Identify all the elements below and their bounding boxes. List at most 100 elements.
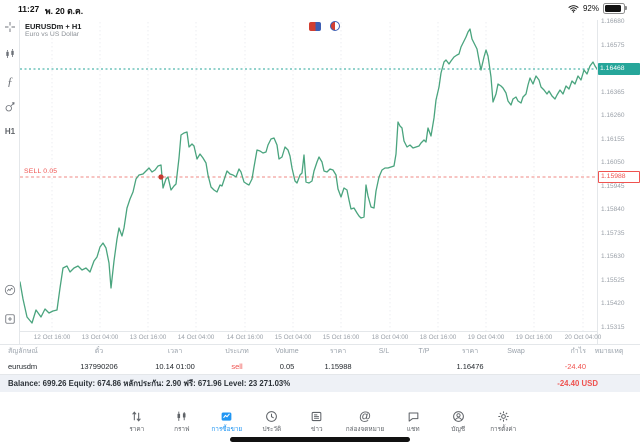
column-header: กำไร: [570, 348, 586, 355]
indicators-icon[interactable]: ƒ: [7, 74, 13, 88]
bottom-tab-bar: ราคา กราฟ การซื้อขาย ประวัติ ข่าว @ กล่องจดหมา…: [0, 404, 640, 438]
table-bottom-border: [0, 374, 640, 375]
sell-position-label[interactable]: SELL 0.05: [24, 168, 58, 175]
chat-icon: [407, 409, 420, 423]
sell-entry-marker: [158, 174, 164, 180]
account-summary-bar: Balance: 699.26 Equity: 674.86 หลักประกั…: [0, 375, 640, 392]
tab-trade[interactable]: การซื้อขาย: [211, 404, 243, 434]
tab-label: ข่าว: [311, 426, 323, 433]
time-tick: 19 Oct 16:00: [515, 334, 553, 341]
time-tick: 13 Oct 16:00: [129, 334, 167, 341]
crosshair-icon[interactable]: [3, 20, 17, 34]
tab-label: กล่องจดหมาย: [345, 426, 385, 433]
tab-mailbox[interactable]: @ กล่องจดหมาย: [346, 404, 384, 434]
tab-charts[interactable]: กราฟ: [166, 404, 198, 434]
price-tick: 1.15630: [601, 253, 625, 260]
total-profit: -24.40 USD: [557, 379, 598, 388]
chart-plot[interactable]: [20, 20, 598, 333]
tab-accounts[interactable]: บัญชี: [442, 404, 474, 434]
price-tick: 1.16155: [601, 135, 625, 143]
battery-percent: 92%: [582, 4, 599, 13]
battery-icon: [603, 3, 627, 14]
time-tick: 18 Oct 04:00: [371, 334, 409, 341]
time-tick: 19 Oct 04:00: [467, 334, 505, 341]
settings-icon: [497, 409, 510, 423]
timeframe-button[interactable]: H1: [4, 126, 16, 136]
position-price-tag[interactable]: 1.15988: [598, 171, 640, 183]
price-tick: 1.16260: [601, 112, 625, 119]
price-tick: 1.16050: [601, 159, 625, 166]
time-tick: 15 Oct 16:00: [322, 334, 360, 341]
price-tick: 1.15735: [601, 229, 625, 237]
column-header: หมายเหตุ: [594, 348, 624, 355]
column-header: ราคา: [461, 348, 479, 355]
history-icon: [265, 409, 278, 423]
tab-label: บัญชี: [451, 426, 466, 433]
column-header: เวลา: [167, 348, 183, 355]
tab-label: ประวัติ: [262, 426, 282, 433]
calendar-event-flag-icon[interactable]: [309, 22, 321, 31]
tab-label: การตั้งค่า: [490, 426, 517, 433]
cell: 10.14 01:00: [155, 361, 195, 371]
tab-news[interactable]: ข่าว: [301, 404, 333, 434]
time-tick: 20 Oct 04:00: [564, 334, 602, 341]
column-header: S/L: [378, 348, 390, 355]
tab-quotes[interactable]: ราคา: [121, 404, 153, 434]
cell: sell: [231, 361, 243, 371]
tab-chat[interactable]: แชท: [397, 404, 429, 434]
price-tick: 1.15945: [601, 182, 625, 190]
time-tick: 14 Oct 16:00: [226, 334, 264, 341]
tab-label: ราคา: [129, 426, 145, 433]
objects-icon[interactable]: [3, 100, 17, 114]
tab-label: การซื้อขาย: [211, 426, 243, 433]
current-price-tag: 1.16468: [598, 63, 640, 75]
price-tick: 1.15420: [601, 300, 625, 307]
cell: -24.40: [564, 361, 586, 371]
trade-icon: [220, 409, 233, 423]
time-axis-line: [20, 331, 598, 332]
wifi-icon: [568, 4, 579, 13]
time-tick: 14 Oct 04:00: [177, 334, 215, 341]
charts-icon: [175, 409, 188, 423]
time-tick: 18 Oct 16:00: [419, 334, 457, 341]
cell: 1.16476: [456, 361, 484, 371]
position-row[interactable]: eurusdm 137990206 10.14 01:00 sell 0.05 1.159…: [0, 358, 640, 374]
calendar-event-clock-icon[interactable]: [330, 21, 340, 31]
price-chart-svg[interactable]: [20, 20, 598, 333]
column-header: Swap: [507, 348, 525, 355]
home-indicator[interactable]: [230, 437, 410, 442]
market-depth-icon[interactable]: [3, 283, 17, 297]
time-tick: 13 Oct 04:00: [81, 334, 119, 341]
new-chart-icon[interactable]: [3, 312, 17, 326]
table-top-border: [0, 344, 640, 345]
accounts-icon: [452, 409, 465, 423]
column-header: ตั๋ว: [94, 348, 104, 355]
column-header: Volume: [275, 348, 299, 355]
tab-label: กราฟ: [174, 426, 190, 433]
column-header: ประเภท: [225, 348, 249, 355]
chart-symbol-title: EURUSDm + H1: [25, 22, 82, 31]
cell: 137990206: [80, 361, 118, 371]
cell: 1.15988: [324, 361, 352, 371]
price-axis-divider: [597, 20, 598, 344]
price-tick: 1.16575: [601, 41, 625, 49]
tab-history[interactable]: ประวัติ: [256, 404, 288, 434]
chart-type-icon[interactable]: [3, 47, 17, 61]
column-header: สัญลักษณ์: [8, 348, 38, 355]
positions-table-header: สัญลักษณ์ ตั๋ว เวลา ประเภท Volume ราคา S/L T/P ร…: [0, 345, 640, 358]
tab-settings[interactable]: การตั้งค่า: [487, 404, 519, 434]
price-tick: 1.15315: [601, 323, 625, 331]
price-tick: 1.15525: [601, 276, 625, 284]
toolbar-divider: [19, 20, 20, 344]
price-tick: 1.16680: [601, 18, 625, 25]
cell: 0.05: [279, 361, 295, 371]
mailbox-icon: @: [359, 408, 371, 423]
clock-time: 11:27: [18, 4, 40, 14]
time-tick: 12 Oct 16:00: [33, 334, 71, 341]
news-icon: [310, 409, 323, 423]
time-tick: 15 Oct 04:00: [274, 334, 312, 341]
column-header: T/P: [418, 348, 430, 355]
account-summary-text: Balance: 699.26 Equity: 674.86 หลักประกั…: [8, 378, 291, 388]
tab-label: แชท: [406, 426, 420, 433]
